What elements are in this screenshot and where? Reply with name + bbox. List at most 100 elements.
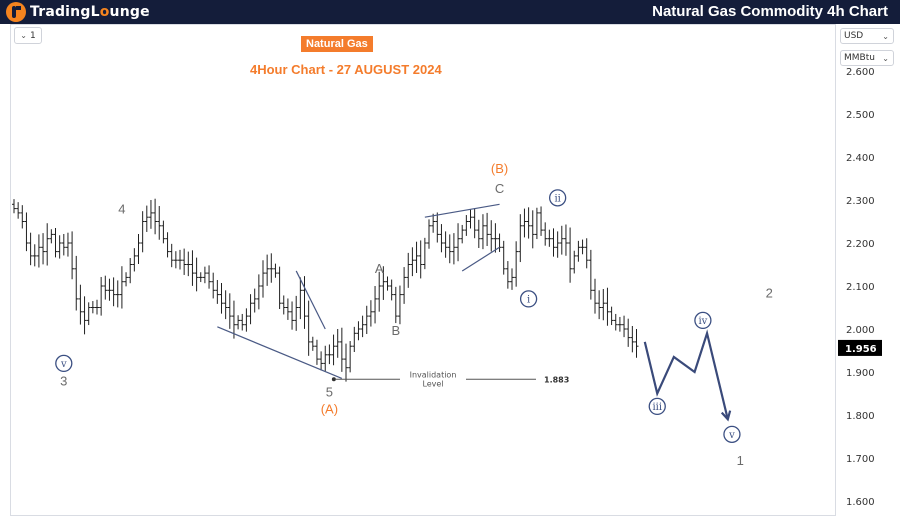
ohlc-bar: [368, 300, 373, 327]
ohlc-bar: [526, 207, 531, 239]
ohlc-bar: [431, 213, 436, 233]
wave-label-circle-iv: iv: [694, 311, 712, 330]
ohlc-bar: [406, 252, 411, 288]
ohlc-bar: [41, 233, 46, 265]
ohlc-bar: [157, 206, 162, 240]
ohlc-bar: [418, 240, 423, 279]
ohlc-bar: [588, 249, 593, 300]
ohlc-bar: [576, 240, 581, 262]
ohlc-bar: [12, 199, 16, 214]
wave-label-ring: [55, 354, 73, 373]
interval-selector[interactable]: ⌄ 1: [14, 27, 42, 44]
wave-trendline: [424, 203, 500, 218]
wave-label-text: iv: [698, 316, 707, 327]
ohlc-bar: [356, 321, 361, 341]
ohlc-bar: [169, 243, 174, 268]
ohlc-bar: [609, 306, 614, 326]
wave-label-circle-iii: iii: [648, 397, 666, 416]
ohlc-bar: [630, 325, 635, 353]
ohlc-bar: [319, 351, 324, 371]
ohlc-bar: [617, 316, 622, 332]
ohlc-bar: [447, 234, 452, 264]
ohlc-bar: [49, 229, 54, 244]
wave-label-text: iii: [652, 402, 662, 413]
wave-label-ring: [648, 397, 666, 416]
ohlc-bar: [153, 198, 158, 235]
ohlc-bar: [124, 272, 129, 287]
ohlc-bar: [248, 294, 253, 325]
ohlc-bar: [95, 299, 99, 315]
y-axis-tick-label: 1.800: [846, 411, 875, 422]
ohlc-bar: [327, 344, 332, 365]
ohlc-bar: [331, 334, 336, 366]
invalidation-marker: [331, 377, 336, 382]
ohlc-bar: [634, 329, 639, 358]
ohlc-bar: [119, 266, 124, 309]
ohlc-bar: [377, 271, 382, 312]
ohlc-bar: [472, 208, 477, 239]
ohlc-bar: [422, 237, 427, 270]
wave-label-circle-ii: ii: [549, 189, 567, 207]
ohlc-bar: [261, 260, 265, 298]
ohlc-bar: [460, 224, 465, 244]
ohlc-bar: [593, 278, 597, 314]
price-axis-panel: [836, 24, 900, 522]
ohlc-bar: [107, 278, 112, 301]
ohlc-bar: [65, 232, 70, 257]
logo-text: TradingLounge: [30, 4, 150, 20]
chevron-down-icon: ⌄: [20, 31, 27, 40]
ohlc-bar: [136, 233, 141, 265]
ohlc-bar: [165, 232, 170, 258]
wave-label-gray: 1: [737, 453, 744, 468]
ohlc-bar: [265, 254, 270, 286]
ohlc-bar: [559, 225, 564, 255]
interval-value: 1: [29, 30, 36, 41]
wave-label-orange: (B): [491, 161, 508, 176]
last-price-tag: [838, 339, 882, 356]
ohlc-bar: [456, 223, 461, 262]
ohlc-bar: [223, 290, 228, 320]
y-axis-tick-label: 1.600: [846, 497, 875, 508]
projection-arrowhead-icon: [720, 410, 732, 422]
ohlc-bar: [281, 295, 286, 315]
ohlc-bar: [360, 315, 365, 338]
ohlc-bar: [70, 231, 75, 280]
y-axis-tick-label: 2.200: [846, 239, 875, 250]
ohlc-bar: [518, 214, 523, 263]
ohlc-bar: [622, 315, 627, 338]
y-axis-tick-label: 2.300: [846, 196, 875, 207]
ohlc-bar: [510, 268, 514, 290]
ohlc-bar: [373, 286, 378, 324]
ohlc-bar: [32, 244, 37, 267]
ohlc-bar: [543, 222, 548, 246]
currency-selector[interactable]: USD ⌄: [840, 28, 894, 44]
ohlc-bar: [53, 227, 58, 258]
y-axis-tick-label: 2.400: [846, 153, 875, 164]
last-price-value: 1.956: [845, 344, 877, 355]
header-title: Natural Gas Commodity 4h Chart: [652, 3, 888, 20]
chevron-down-icon: ⌄: [882, 31, 889, 41]
ohlc-bar: [86, 302, 91, 326]
ohlc-bar: [547, 229, 552, 247]
unit-selector[interactable]: MMBtu ⌄: [840, 50, 894, 66]
ohlc-bar: [132, 248, 137, 272]
invalidation-value: 1.883: [544, 375, 569, 384]
ohlc-bar: [514, 241, 519, 287]
chart-subtitle: 4Hour Chart - 27 AUGUST 2024: [250, 62, 442, 77]
ohlc-bar: [468, 209, 473, 229]
ohlc-bar: [364, 305, 369, 334]
wave-trendline: [295, 270, 326, 330]
ohlc-bar: [476, 219, 481, 248]
ohlc-bar: [294, 295, 299, 331]
ohlc-bar: [190, 250, 195, 286]
ohlc-bar: [57, 235, 62, 259]
ohlc-bar: [530, 210, 535, 249]
ohlc-bar: [480, 214, 485, 250]
wave-label-gray: 3: [60, 374, 67, 389]
ohlc-bar: [207, 265, 212, 289]
chevron-down-icon: ⌄: [882, 53, 889, 63]
ohlc-bar: [555, 231, 560, 258]
ohlc-bar: [389, 279, 394, 301]
ohlc-bar: [302, 276, 307, 329]
